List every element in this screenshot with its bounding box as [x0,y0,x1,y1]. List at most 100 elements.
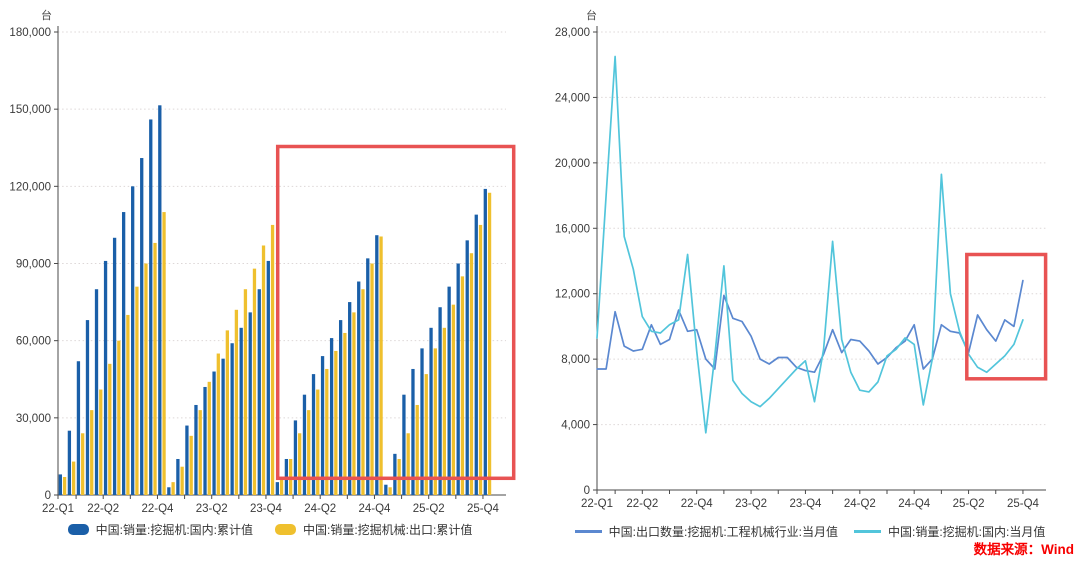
left-bar-chart: 0 30,000 60,000 90,000 120,000 150,000 180,000… [9,26,516,515]
y-tick-label: 30,000 [16,413,51,425]
bar-2022-05 [94,289,99,495]
legend-item-export-cumulative: 中国:销量:挖掘机械:出口:累计值 [275,521,472,538]
bar-2023-04 [198,410,202,495]
bar-2024-03 [298,433,302,495]
right-chart-legend: 中国:出口数量:挖掘机:工程机械行业:当月值 中国:销量:挖掘机:国内:当月值 [540,523,1080,540]
legend-item-domestic-cumulative: 中国:销量:挖掘机:国内:累计值 [67,521,253,538]
bar-2024-07 [329,338,334,495]
bar-2025-11 [474,214,478,495]
bar-2024-04 [302,394,307,495]
bar-2022-04 [85,320,90,495]
bar-2025-03 [402,394,406,495]
bar-2024-09 [352,312,356,495]
bar-2022-09 [131,186,135,495]
export-line-swatch [574,530,602,533]
bar-2025-07 [442,327,446,495]
bar-2022-12 [158,105,162,495]
x-tick-label: 22-Q4 [141,503,174,515]
bar-2024-10 [361,289,365,495]
bar-2023-01 [167,487,171,495]
bar-2022-04 [90,410,94,495]
legend-item-export-monthly: 中国:出口数量:挖掘机:工程机械行业:当月值 [574,523,838,540]
domestic-line-swatch [854,530,881,533]
x-tick-label: 25-Q2 [413,503,445,515]
bar-series-1 [62,192,492,496]
right-line-chart: 0 4,000 8,000 12,000 16,000 20,000 24,000 28,00… [555,26,1048,510]
bar-2023-09 [243,289,248,495]
bar-2025-10 [469,253,474,495]
bar-2025-02 [393,453,397,495]
bar-2023-04 [194,404,198,495]
x-tick-label: 24-Q4 [358,503,391,515]
bar-2023-02 [176,458,180,495]
right-chart-unit-label: 台 [586,10,597,22]
y-tick-label: 16,000 [555,223,590,235]
y-tick-label: 20,000 [555,158,590,170]
y-tick-label: 24,000 [555,92,590,104]
bar-2025-10 [465,240,469,495]
legend-label-export-cumulative: 中国:销量:挖掘机械:出口:累计值 [303,523,473,537]
bar-2023-12 [270,224,275,496]
bar-2022-06 [108,363,112,495]
x-tick-label: 24-Q2 [304,503,336,515]
y-tick-label: 28,000 [555,27,590,39]
bar-2025-04 [411,368,415,495]
bar-2023-03 [189,435,193,495]
bar-2025-06 [429,327,433,495]
bar-2022-11 [149,119,153,496]
bar-2024-06 [325,368,329,495]
legend-item-domestic-monthly: 中国:销量:挖掘机:国内:当月值 [854,523,1045,540]
line-series-1 [596,55,1024,434]
bar-2023-03 [185,425,189,495]
bar-2025-04 [415,404,419,495]
line-series-0 [596,279,1024,374]
bar-2024-05 [316,389,320,495]
domestic-series-swatch [67,524,89,535]
y-tick-label: 180,000 [9,27,51,39]
bar-2023-08 [230,343,234,495]
legend-label-domestic-monthly: 中国:销量:挖掘机:国内:当月值 [888,525,1046,539]
bar-2023-07 [221,358,225,495]
bar-2024-03 [293,420,298,495]
bar-2023-06 [212,371,216,495]
bar-2022-03 [76,361,81,495]
x-tick-label: 22-Q2 [626,498,658,510]
bar-2023-10 [248,312,252,495]
bar-2023-09 [239,327,243,495]
bar-2025-11 [478,224,483,496]
bar-2022-09 [135,286,139,495]
bar-2022-02 [71,461,76,495]
bar-2023-10 [252,268,257,495]
bar-2023-02 [180,466,184,495]
bar-2025-12 [483,188,487,495]
bar-2022-06 [103,260,108,495]
bar-2024-12 [375,235,379,495]
x-tick-label: 23-Q4 [250,503,283,515]
bar-2022-08 [121,212,126,495]
bar-2024-01 [275,482,279,495]
bar-2024-10 [357,281,361,495]
bar-2025-09 [456,263,460,495]
x-tick-label: 22-Q4 [681,498,714,510]
bar-series-0 [58,105,487,496]
bar-2022-02 [67,430,72,495]
legend-label-export-monthly: 中国:出口数量:挖掘机:工程机械行业:当月值 [608,525,838,539]
x-tick-label: 24-Q4 [898,498,931,510]
bar-2024-06 [320,356,325,495]
x-tick-label: 22-Q1 [581,498,613,510]
data-source-note: 数据来源：Wind [973,542,1074,557]
bar-2025-05 [424,374,428,495]
bar-2024-07 [334,350,338,495]
bar-2024-08 [338,320,343,495]
bar-2024-11 [370,263,374,495]
bar-2023-11 [261,245,266,495]
bar-2023-11 [257,289,261,495]
bar-2025-06 [433,348,437,495]
bar-2022-01 [62,476,67,495]
x-tick-label: 25-Q2 [953,498,985,510]
highlight-box [965,252,1048,381]
bar-2024-11 [366,258,370,495]
y-tick-label: 150,000 [9,104,51,116]
bar-2025-08 [447,286,451,495]
